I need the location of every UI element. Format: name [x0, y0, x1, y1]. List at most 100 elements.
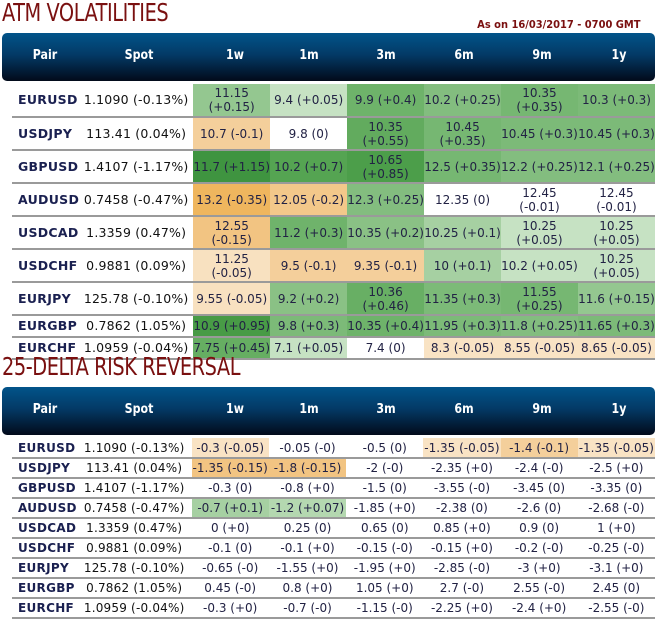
header-1m: 1m — [299, 402, 319, 417]
table-row-audusd: AUDUSD 0.7458 (-0.47%) -0.7 (+0.1) -1.2 (+0… — [12, 498, 655, 519]
value-cell-9m: -0.2 (-0) — [500, 538, 578, 559]
spot-cell: 113.41 (0.04%) — [79, 117, 194, 151]
value-cell-9m: -3 (+0) — [500, 558, 578, 579]
value-cell-1w: -0.65 (-0) — [191, 558, 269, 579]
header-6m: 6m — [454, 48, 474, 63]
pair-cell: USDCAD — [12, 216, 80, 250]
value-cell-1y: -3.35 (0) — [577, 478, 655, 499]
value-cell-1w: 12.55 (-0.15) — [193, 216, 271, 250]
value-cell-1m: 9.5 (-0.1) — [270, 249, 348, 283]
spot-cell: 1.3359 (0.47%) — [79, 216, 194, 250]
spot-cell: 0.7862 (1.05%) — [76, 578, 192, 599]
table-row-eurjpy: EURJPY 125.78 (-0.10%) 9.55 (-0.05) 9.2 (+0… — [12, 282, 655, 316]
value-cell-3m: 10.65 (+0.85) — [347, 150, 425, 184]
value-cell-1w: 10.7 (-0.1) — [193, 117, 271, 151]
table-row-eurjpy: EURJPY 125.78 (-0.10%) -0.65 (-0) -1.55 (+0… — [12, 558, 655, 579]
value-cell-6m: 10.2 (+0.25) — [424, 84, 501, 118]
risk-reversal-table: EURUSD 1.1090 (-0.13%) -0.3 (-0.05) -0.05 (… — [12, 438, 655, 619]
spot-cell: 125.78 (-0.10%) — [79, 282, 194, 316]
value-cell-3m: 10.35 (+0.55) — [347, 117, 425, 151]
value-cell-6m: 11.95 (+0.3) — [424, 315, 501, 338]
spot-cell: 1.4107 (-1.17%) — [79, 150, 194, 184]
pair-cell: USDCHF — [12, 249, 80, 283]
value-cell-9m: 11.8 (+0.25) — [501, 315, 578, 338]
table-row-gbpusd: GBPUSD 1.4107 (-1.17%) -0.3 (0) -0.8 (+0) -1… — [12, 478, 655, 499]
table-row-eurchf: EURCHF 1.0959 (-0.04%) -0.3 (+0) -0.7 (-0) -… — [12, 598, 655, 619]
risk-reversal-title: 25-DELTA RISK REVERSAL — [2, 352, 241, 381]
value-cell-6m: 10.25 (+0.1) — [424, 216, 501, 250]
spot-cell: 1.1090 (-0.13%) — [76, 438, 192, 459]
pair-cell: EURJPY — [12, 282, 80, 316]
value-cell-1w: 13.2 (-0.35) — [193, 183, 271, 217]
value-cell-1y: -1.35 (-0.05) — [577, 438, 655, 459]
value-cell-3m: 10.35 (+0.4) — [347, 315, 425, 338]
pair-cell: EURGBP — [12, 578, 77, 599]
value-cell-3m: -1.85 (+0) — [346, 498, 424, 519]
value-cell-1w: -1.35 (-0.15) — [191, 458, 269, 479]
atm-table-header: Pair Spot 1w 1m 3m 6m 9m 1y — [2, 33, 655, 81]
table-row-usdchf: USDCHF 0.9881 (0.09%) -0.1 (0) -0.1 (+0) -0.… — [12, 538, 655, 559]
value-cell-3m: -0.15 (-0) — [346, 538, 424, 559]
table-row-audusd: AUDUSD 0.7458 (-0.47%) 13.2 (-0.35) 12.05 (… — [12, 183, 655, 217]
value-cell-3m: 10.35 (+0.2) — [347, 216, 425, 250]
pair-cell: EURCHF — [12, 337, 80, 360]
value-cell-1y: 12.1 (+0.25) — [577, 150, 655, 184]
value-cell-1m: 12.05 (-0.2) — [270, 183, 348, 217]
value-cell-1m: 11.2 (+0.3) — [270, 216, 348, 250]
value-cell-9m: 8.55 (-0.05) — [501, 337, 578, 360]
value-cell-6m: -2.85 (-0) — [423, 558, 501, 579]
value-cell-1y: 2.45 (0) — [577, 578, 655, 599]
table-row-usdcad: USDCAD 1.3359 (0.47%) 12.55 (-0.15) 11.2 (+… — [12, 216, 655, 250]
table-row-eurusd: EURUSD 1.1090 (-0.13%) -0.3 (-0.05) -0.05 (… — [12, 438, 655, 459]
table-row-eurgbp: EURGBP 0.7862 (1.05%) 0.45 (-0) 0.8 (+0) 1.0… — [12, 578, 655, 599]
value-cell-1y: 11.6 (+0.15) — [577, 282, 655, 316]
spot-cell: 1.1090 (-0.13%) — [79, 84, 194, 118]
spot-cell: 0.7458 (-0.47%) — [76, 498, 192, 519]
table-row-eurgbp: EURGBP 0.7862 (1.05%) 10.9 (+0.95) 9.8 (+0.… — [12, 315, 655, 338]
value-cell-1m: 9.4 (+0.05) — [270, 84, 348, 118]
spot-cell: 125.78 (-0.10%) — [76, 558, 192, 579]
value-cell-1m: -1.8 (-0.15) — [268, 458, 347, 479]
header-spot: Spot — [124, 402, 154, 417]
value-cell-1m: 9.2 (+0.2) — [270, 282, 348, 316]
table-row-eurchf: EURCHF 1.0959 (-0.04%) 7.75 (+0.45) 7.1 (+0… — [12, 337, 655, 360]
value-cell-1y: -2.55 (-0) — [577, 598, 655, 619]
value-cell-1m: 10.2 (+0.7) — [270, 150, 348, 184]
value-cell-1m: -0.1 (+0) — [268, 538, 347, 559]
value-cell-9m: 0.9 (0) — [500, 518, 578, 539]
value-cell-1m: -0.05 (-0) — [268, 438, 347, 459]
atm-volatilities-title: ATM VOLATILITIES — [2, 0, 169, 27]
value-cell-6m: 2.7 (-0) — [423, 578, 501, 599]
value-cell-3m: 7.4 (0) — [347, 337, 425, 360]
pair-cell: USDJPY — [12, 117, 80, 151]
value-cell-9m: 10.35 (+0.35) — [501, 84, 578, 118]
value-cell-1y: 8.65 (-0.05) — [577, 337, 655, 360]
value-cell-6m: -2.38 (0) — [423, 498, 501, 519]
value-cell-1w: -0.1 (0) — [191, 538, 269, 559]
header-9m: 9m — [532, 402, 552, 417]
table-row-usdcad: USDCAD 1.3359 (0.47%) 0 (+0) 0.25 (0) 0.65 (… — [12, 518, 655, 539]
value-cell-1w: -0.3 (-0.05) — [191, 438, 269, 459]
pair-cell: EURCHF — [12, 598, 77, 619]
value-cell-1y: 10.45 (+0.3) — [577, 117, 655, 151]
rr-table-body: EURUSD 1.1090 (-0.13%) -0.3 (-0.05) -0.05 (… — [12, 438, 655, 619]
value-cell-9m: -1.4 (-0.1) — [500, 438, 578, 459]
value-cell-3m: -2 (-0) — [346, 458, 424, 479]
value-cell-9m: -2.4 (+0) — [500, 598, 578, 619]
spot-cell: 0.9881 (0.09%) — [79, 249, 194, 283]
value-cell-1w: -0.7 (+0.1) — [191, 498, 269, 519]
value-cell-1w: -0.3 (0) — [191, 478, 269, 499]
value-cell-1w: 0.45 (-0) — [191, 578, 269, 599]
header-spot: Spot — [124, 48, 154, 63]
value-cell-6m: -1.35 (-0.05) — [423, 438, 501, 459]
spot-cell: 1.4107 (-1.17%) — [76, 478, 192, 499]
pair-cell: AUDUSD — [12, 183, 80, 217]
value-cell-6m: -3.55 (-0) — [423, 478, 501, 499]
atm-table-body: EURUSD 1.1090 (-0.13%) 11.15 (+0.15) 9.4 (+… — [12, 84, 655, 360]
value-cell-6m: 8.3 (-0.05) — [424, 337, 501, 360]
value-cell-9m: 11.55 (+0.25) — [501, 282, 578, 316]
pair-cell: USDJPY — [12, 458, 77, 479]
value-cell-1w: 10.9 (+0.95) — [193, 315, 271, 338]
value-cell-1y: 10.3 (+0.3) — [577, 84, 655, 118]
value-cell-1w: 0 (+0) — [191, 518, 269, 539]
